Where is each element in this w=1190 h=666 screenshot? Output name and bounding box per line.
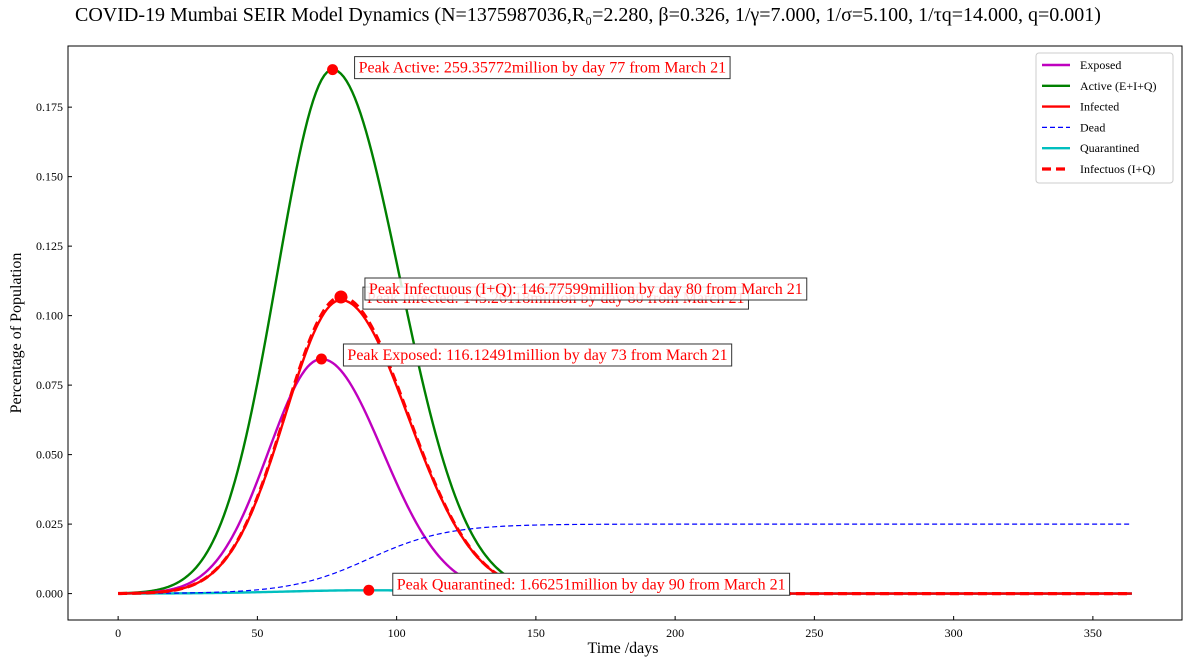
x-tick-label: 200 <box>666 626 684 640</box>
annotation-layer: Peak Infected: 145.26118million by day 8… <box>315 56 808 596</box>
legend-label: Active (E+I+Q) <box>1080 79 1157 93</box>
y-axis-label: Percentage of Population <box>8 253 25 414</box>
y-tick-label: 0.125 <box>36 239 63 253</box>
x-axis-label: Time /days <box>588 640 659 657</box>
chart-title: COVID-19 Mumbai SEIR Model Dynamics (N=1… <box>75 4 1101 26</box>
x-tick-label: 300 <box>945 626 963 640</box>
peak-annotation-text: Peak Infectuous (I+Q): 146.77599million … <box>369 281 803 298</box>
peak-annotation-box <box>354 56 731 80</box>
peak-marker <box>334 290 348 304</box>
x-tick-label: 0 <box>115 626 121 640</box>
y-tick-label: 0.100 <box>36 309 63 323</box>
x-tick-label: 350 <box>1084 626 1102 640</box>
peak-annotation-text: Peak Exposed: 116.12491million by day 73… <box>347 347 727 364</box>
legend-label: Quarantined <box>1080 141 1139 155</box>
legend-label: Infected <box>1080 100 1119 114</box>
peak-annotation-box <box>392 572 791 596</box>
x-tick-label: 250 <box>805 626 823 640</box>
series-line-exposed <box>118 357 1132 595</box>
y-tick-label: 0.025 <box>36 517 63 531</box>
y-tick-label: 0.175 <box>36 100 63 114</box>
peak-annotation-text: Peak Quarantined: 1.66251million by day … <box>397 576 786 593</box>
series-line-active-e-i-q- <box>118 68 1132 595</box>
y-tick-label: 0.050 <box>36 448 63 462</box>
peak-marker <box>315 353 327 365</box>
peak-annotation-box <box>342 343 733 367</box>
legend-label: Exposed <box>1080 58 1121 72</box>
x-tick-label: 100 <box>388 626 406 640</box>
peak-marker <box>327 64 339 76</box>
legend-label: Dead <box>1080 120 1105 134</box>
y-tick-label: 0.150 <box>36 170 63 184</box>
series-line-dead <box>118 523 1132 595</box>
legend-label: Infectuos (I+Q) <box>1080 162 1155 176</box>
peak-annotation-text: Peak Active: 259.35772million by day 77 … <box>359 60 727 77</box>
x-tick-label: 150 <box>527 626 545 640</box>
ticks-group: 0 50 100 150 200 250 300 350 0.000 0.025 0.050 0.07… <box>36 100 1102 640</box>
y-tick-label: 0.000 <box>36 587 63 601</box>
legend-box <box>1035 52 1174 184</box>
series-layer <box>118 68 1132 596</box>
axes-frame <box>67 45 1183 621</box>
legend: Exposed Active (E+I+Q) Infected Dead Quarant… <box>1035 52 1174 184</box>
y-tick-label: 0.075 <box>36 378 63 392</box>
peak-annotation-box <box>364 277 808 301</box>
series-line-infectuos-i-q- <box>118 295 1132 596</box>
peak-marker <box>363 584 375 596</box>
x-tick-label: 50 <box>251 626 263 640</box>
